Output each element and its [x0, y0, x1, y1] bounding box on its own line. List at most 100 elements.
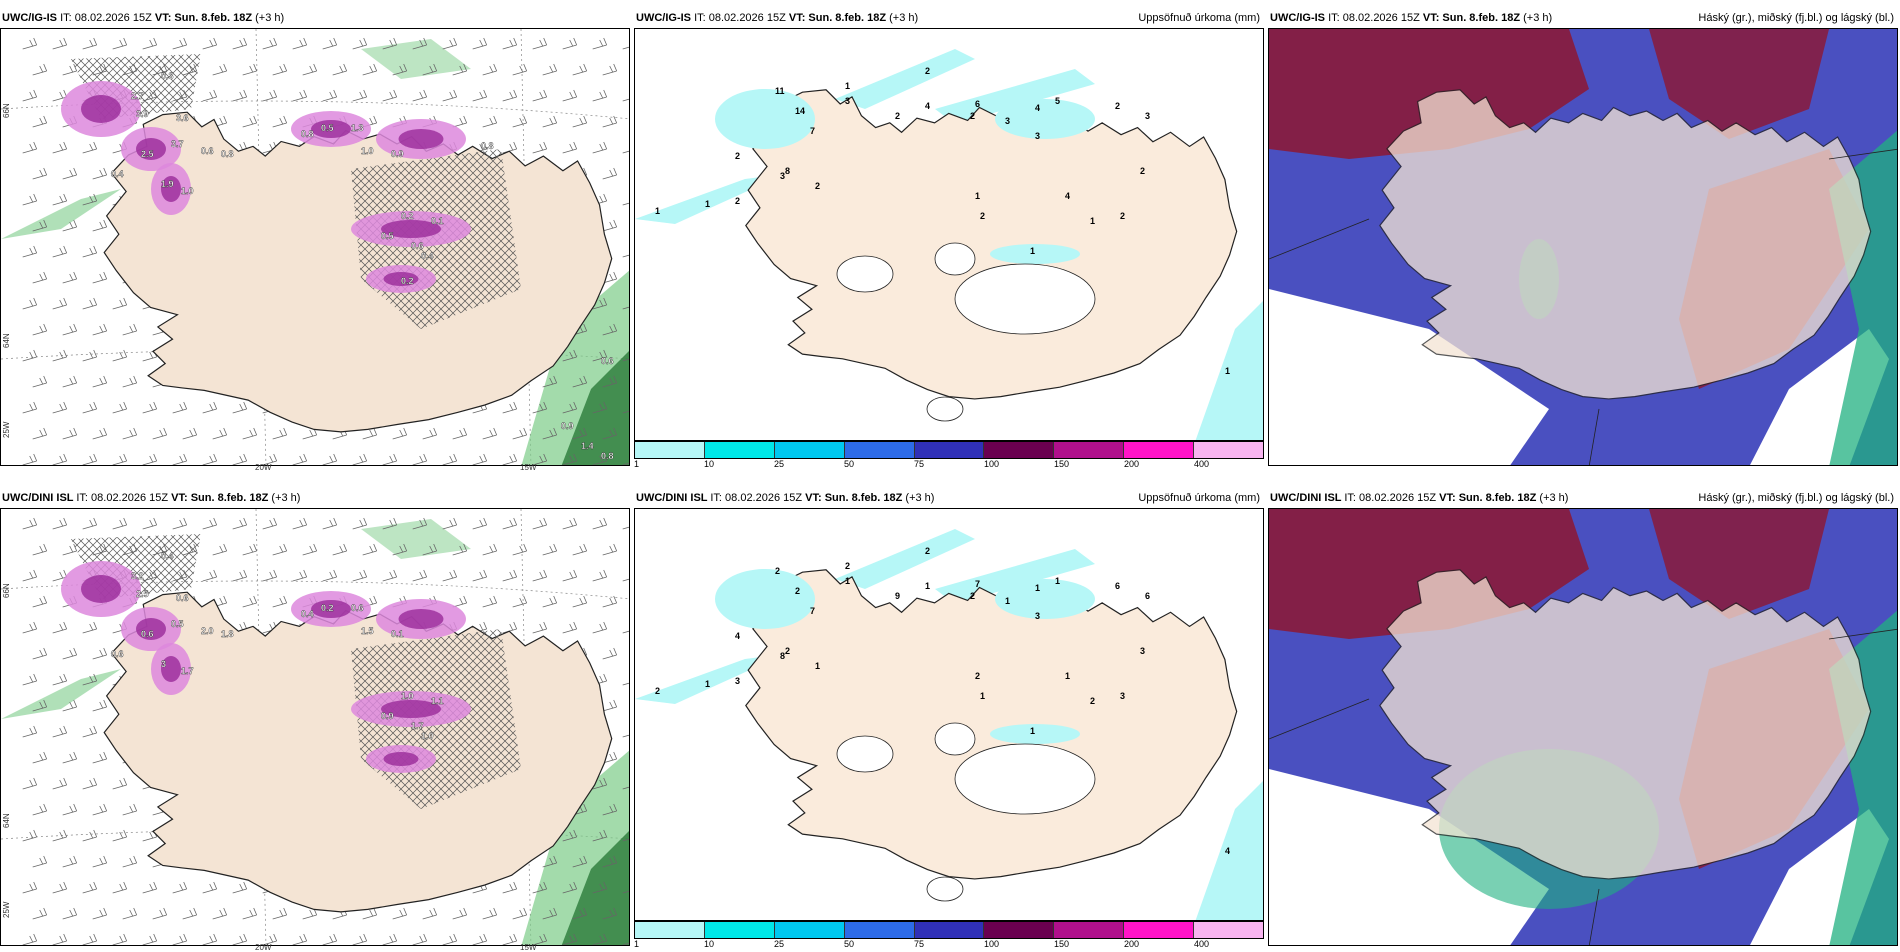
accum-value: 6	[1115, 581, 1120, 591]
vt-value: Sun. 8.feb. 18Z	[1458, 492, 1540, 504]
accum-value: 1	[705, 679, 710, 689]
precip-core	[311, 120, 351, 138]
it-value: 08.02.2026 15Z	[74, 12, 155, 24]
colorbar-swatch	[635, 922, 705, 938]
lead-time: (+3 h)	[1539, 492, 1569, 504]
model-label: UWC/IG-IS	[636, 12, 695, 24]
lead-time: (+3 h)	[889, 12, 919, 24]
precip-value: 3	[161, 659, 166, 669]
precip-value: 1.9	[161, 179, 174, 189]
accum-value: 3	[845, 96, 850, 106]
precip-value: 0.6	[176, 593, 189, 603]
accum-value: 2	[795, 586, 800, 596]
accum-value: 1	[1030, 246, 1035, 256]
accum-value: 1	[1005, 596, 1010, 606]
it-value: 08.02.2026 15Z	[725, 492, 806, 504]
panel-dini-cloud: UWC/DINI ISL IT: 08.02.2026 15Z VT: Sun.…	[1268, 488, 1898, 948]
vt-value: Sun. 8.feb. 18Z	[174, 12, 256, 24]
accum-value: 3	[1035, 131, 1040, 141]
precip-value: 0.5	[381, 231, 394, 241]
field-title: Háský (gr.), miðský (fj.bl.) og lágský (…	[1698, 492, 1894, 504]
axis-label: 15W	[520, 943, 537, 952]
model-label: UWC/IG-IS	[1270, 12, 1329, 24]
accum-value: 7	[810, 606, 815, 616]
precip-core	[383, 272, 419, 286]
precip-value: 0.6	[351, 603, 364, 613]
colorbar-ticks: 1 10 25 50 75 100 150 200 400	[634, 459, 1264, 471]
precip-value: 1.7	[181, 666, 194, 676]
accum-value: 2	[980, 211, 985, 221]
vt-value: Sun. 8.feb. 18Z	[190, 492, 272, 504]
precip-value: 0.4	[421, 251, 434, 261]
precip-value: 0.4	[111, 169, 124, 179]
colorbar-tick: 200	[1124, 459, 1140, 469]
precip-value: 3.7	[171, 139, 184, 149]
precip-core	[398, 129, 444, 149]
precip-core	[311, 600, 351, 618]
map-frame	[1268, 28, 1898, 466]
accum-value: 4	[1225, 846, 1230, 856]
vt-label: VT:	[1422, 12, 1443, 24]
panel-ig-cloud: UWC/IG-IS IT: 08.02.2026 15Z VT: Sun. 8.…	[1268, 8, 1898, 468]
accum-value: 4	[1035, 103, 1040, 113]
precip-value: 2.5	[136, 589, 149, 599]
colorbar-tick: 50	[844, 459, 855, 469]
accum-value: 3	[1035, 611, 1040, 621]
colorbar-tick: 25	[774, 459, 785, 469]
precip-band	[1, 669, 121, 719]
accum-value: 3	[780, 171, 785, 181]
axis-label: 25W	[2, 421, 11, 438]
accum-value: 3	[1140, 646, 1145, 656]
glacier	[934, 722, 976, 756]
axis-label: 64N	[2, 813, 11, 828]
accum-area	[715, 89, 815, 149]
accum-value: 2	[970, 111, 975, 121]
iceland-outline	[745, 89, 1238, 400]
accum-value: 2	[1120, 211, 1125, 221]
colorbar-tick: 150	[1054, 939, 1070, 949]
vt-value: Sun. 8.feb. 18Z	[1442, 12, 1524, 24]
axis-label: 15W	[520, 463, 537, 472]
it-label: IT:	[710, 492, 726, 504]
accum-value: 9	[895, 591, 900, 601]
precip-value: 1.4	[581, 441, 594, 451]
model-label: UWC/DINI ISL	[636, 492, 711, 504]
accum-value: 1	[655, 206, 660, 216]
precip-value: 0.3	[161, 71, 174, 81]
accum-value: 4	[735, 631, 740, 641]
precip-core	[161, 656, 181, 682]
colorbar	[634, 921, 1264, 939]
precip-core	[398, 609, 444, 629]
accum-value: 8	[785, 166, 790, 176]
precip-value: 0.1	[431, 216, 444, 226]
precip-value: 0.8	[301, 129, 314, 139]
map-borders	[1269, 148, 1897, 465]
field-title: Uppsöfnuð úrkoma (mm)	[1138, 12, 1260, 24]
vt-label: VT:	[154, 12, 175, 24]
it-label: IT:	[1328, 12, 1343, 24]
model-label: UWC/DINI ISL	[1270, 492, 1345, 504]
accum-value: 11	[775, 86, 785, 96]
high-cloud	[1649, 509, 1829, 619]
model-label: UWC/IG-IS	[2, 12, 61, 24]
precip-value: 0.5	[321, 123, 334, 133]
accum-value: 3	[1145, 111, 1150, 121]
field-title: Uppsöfnuð úrkoma (mm)	[1138, 492, 1260, 504]
colorbar-ticks: 1 10 25 50 75 100 150 200 400	[634, 939, 1264, 951]
panel-title: UWC/DINI ISL IT: 08.02.2026 15Z VT: Sun.…	[1270, 488, 1568, 508]
accum-value: 6	[1145, 591, 1150, 601]
precip-value: 3.2	[131, 571, 144, 581]
precip-value: 0.6	[201, 146, 214, 156]
lead-time: (+3 h)	[1523, 12, 1553, 24]
precip-value: 0.8	[481, 141, 494, 151]
accum-value: 14	[795, 106, 805, 116]
precip-value: 1.0	[401, 691, 414, 701]
map-frame: 0.4 3.2 2.5 0.6 0.5 0.6 2.0 1.8 0.6 3 1.7 0.4 0.2 0.6…	[0, 508, 630, 946]
precip-core	[136, 138, 166, 160]
colorbar-swatch	[1054, 442, 1125, 458]
vt-label: VT:	[1439, 492, 1459, 504]
panel-ig-accum: UWC/IG-IS IT: 08.02.2026 15Z VT: Sun. 8.…	[634, 8, 1264, 471]
accum-value: 1	[705, 199, 710, 209]
colorbar-tick: 50	[844, 939, 855, 949]
